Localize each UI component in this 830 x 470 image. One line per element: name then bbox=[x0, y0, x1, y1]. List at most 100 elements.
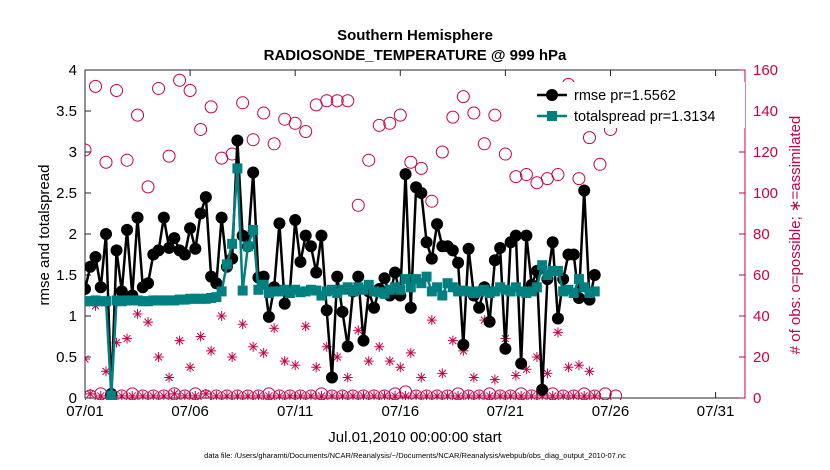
possible-obs-point bbox=[498, 147, 512, 161]
totalspread-point bbox=[242, 241, 253, 252]
legend-rmse-label: rmse pr=1.5562 bbox=[574, 88, 676, 104]
totalspread-point bbox=[85, 296, 96, 307]
totalspread-point bbox=[421, 271, 432, 282]
possible-obs-point bbox=[351, 198, 365, 212]
totalspread-point bbox=[211, 292, 222, 303]
rmse-point bbox=[341, 340, 354, 353]
assimilated-obs-point bbox=[347, 390, 358, 400]
assimilated-obs-point bbox=[300, 321, 311, 332]
x-axis-label: Jul.01,2010 00:00:00 start bbox=[328, 429, 502, 446]
possible-obs-point bbox=[173, 73, 187, 87]
possible-obs-point bbox=[204, 100, 218, 114]
assimilated-obs-point bbox=[405, 347, 416, 358]
totalspread-point bbox=[195, 293, 206, 304]
totalspread-point bbox=[164, 295, 175, 306]
y-axis-label: rmse and totalspread bbox=[36, 165, 53, 306]
assimilated-obs-point bbox=[137, 390, 148, 400]
totalspread-point bbox=[474, 286, 485, 297]
rmse-point bbox=[262, 310, 275, 323]
rmse-point bbox=[483, 315, 496, 328]
totalspread-point bbox=[363, 279, 374, 290]
possible-obs-point bbox=[509, 170, 523, 184]
totalspread-point bbox=[305, 284, 316, 295]
assimilated-obs-point bbox=[411, 390, 422, 400]
assimilated-obs-point bbox=[384, 356, 395, 367]
assimilated-obs-point bbox=[395, 362, 406, 373]
assimilated-obs-point bbox=[563, 362, 574, 373]
totalspread-point bbox=[290, 284, 301, 295]
x-tick-label: 07/31 bbox=[697, 403, 735, 420]
totalspread-point bbox=[453, 286, 464, 297]
totalspread-point bbox=[148, 295, 159, 306]
rmse-point bbox=[189, 242, 202, 255]
totalspread-point bbox=[400, 274, 411, 285]
totalspread-point bbox=[358, 284, 369, 295]
totalspread-point bbox=[589, 286, 600, 297]
rmse-point bbox=[247, 166, 260, 179]
y-right-tick-label: 60 bbox=[753, 267, 770, 284]
rmse-point bbox=[142, 277, 155, 290]
rmse-point bbox=[567, 248, 580, 261]
totalspread-point bbox=[347, 286, 358, 297]
assimilated-obs-point bbox=[468, 372, 479, 383]
rmse-point bbox=[199, 191, 212, 204]
rmse-point bbox=[152, 244, 165, 257]
totalspread-point bbox=[379, 288, 390, 299]
y-tick-label: 0 bbox=[69, 390, 77, 407]
totalspread-point bbox=[258, 279, 269, 290]
assimilated-obs-point bbox=[263, 390, 274, 400]
assimilated-obs-point bbox=[174, 335, 185, 346]
totalspread-point bbox=[274, 286, 285, 297]
totalspread-point bbox=[284, 288, 295, 299]
totalspread-point bbox=[568, 288, 579, 299]
totalspread-point bbox=[558, 286, 569, 297]
possible-obs-point bbox=[246, 133, 260, 147]
assimilated-obs-point bbox=[279, 356, 290, 367]
possible-obs-point bbox=[467, 106, 481, 120]
possible-obs-point bbox=[404, 155, 418, 169]
chart-subtitle: RADIOSONDE_TEMPERATURE @ 999 hPa bbox=[264, 47, 567, 64]
possible-obs-point bbox=[446, 110, 460, 124]
totalspread-point bbox=[332, 288, 343, 299]
assimilated-obs-point bbox=[269, 323, 280, 334]
assimilated-obs-point bbox=[237, 319, 248, 330]
legend-totalspread-label: totalspread pr=1.3134 bbox=[574, 109, 715, 125]
totalspread-point bbox=[111, 295, 122, 306]
totalspread-point bbox=[542, 270, 553, 280]
assimilated-obs-point bbox=[547, 390, 558, 400]
data-file-note: data file: /Users/gharamti/Documents/NCA… bbox=[204, 451, 626, 460]
totalspread-point bbox=[248, 224, 259, 235]
assimilated-obs-point bbox=[127, 390, 138, 400]
totalspread-point bbox=[521, 288, 532, 299]
x-tick-label: 07/11 bbox=[277, 403, 313, 420]
totalspread-point bbox=[579, 282, 590, 293]
rmse-point bbox=[404, 301, 417, 314]
assimilated-obs-point bbox=[342, 372, 353, 383]
totalspread-point bbox=[190, 293, 201, 304]
y-right-tick-label: 120 bbox=[753, 144, 778, 161]
rmse-point bbox=[115, 285, 128, 298]
totalspread-point bbox=[426, 286, 437, 297]
rmse-point bbox=[415, 187, 428, 199]
assimilated-obs-point bbox=[179, 390, 190, 400]
possible-obs-point bbox=[288, 116, 302, 130]
assimilated-obs-point bbox=[305, 390, 316, 400]
rmse-point bbox=[168, 232, 181, 245]
totalspread-point bbox=[263, 288, 274, 299]
assimilated-obs-point bbox=[211, 390, 222, 400]
series-layer bbox=[85, 73, 623, 400]
totalspread-point bbox=[458, 285, 469, 296]
totalspread-point bbox=[416, 278, 427, 289]
totalspread-point bbox=[495, 282, 506, 293]
rmse-point bbox=[494, 241, 507, 254]
totalspread-point bbox=[185, 293, 196, 304]
assimilated-obs-point bbox=[516, 390, 527, 400]
right-axis-series bbox=[85, 73, 623, 400]
y-tick-label: 2 bbox=[69, 226, 77, 243]
assimilated-obs-point bbox=[316, 390, 327, 400]
rmse-point bbox=[299, 229, 312, 242]
assimilated-obs-point bbox=[143, 317, 154, 328]
rmse-point bbox=[194, 207, 207, 220]
rmse-point bbox=[368, 301, 381, 314]
assimilated-obs-point bbox=[248, 341, 259, 352]
